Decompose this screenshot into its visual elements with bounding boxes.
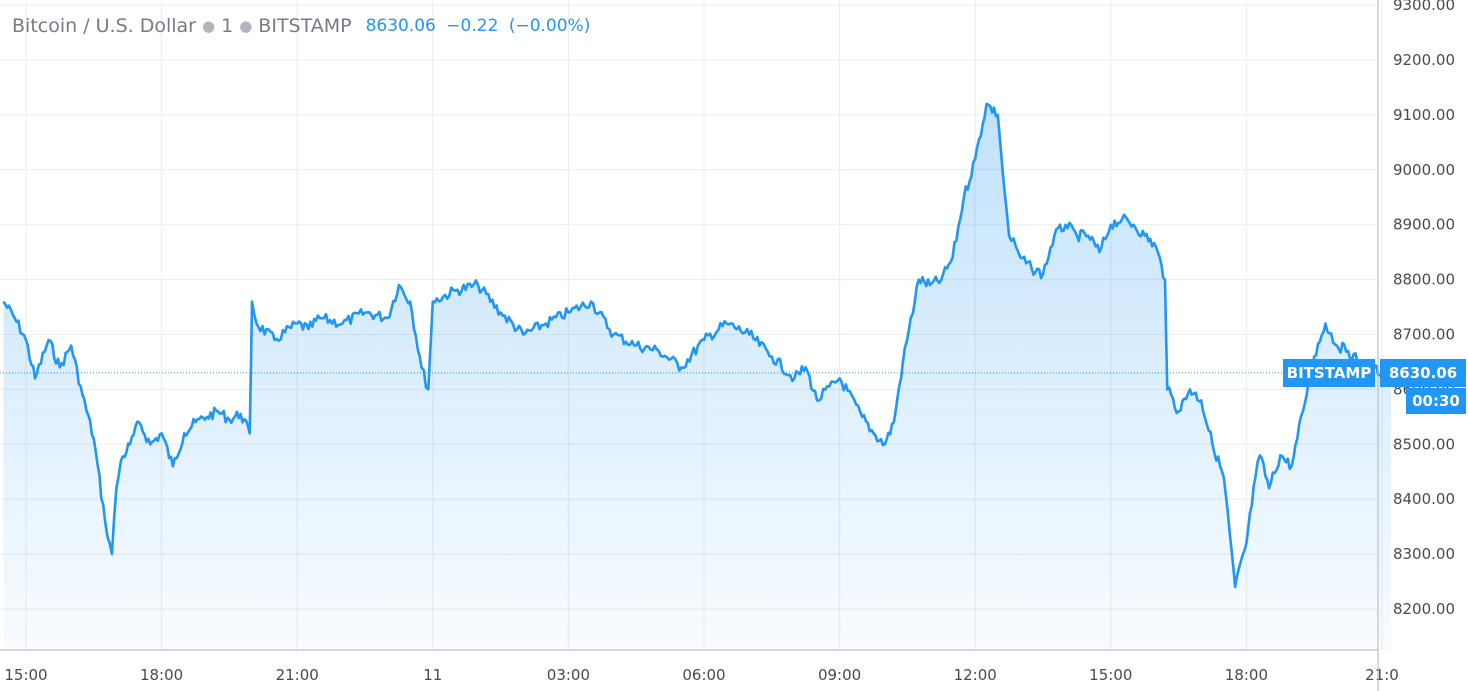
legend-last-price: 8630.06 (365, 16, 436, 36)
time-tick-label: 15:00 (1089, 666, 1132, 684)
price-tick-label: 8900.00 (1393, 216, 1455, 234)
price-tick-label: 9300.00 (1393, 0, 1455, 14)
price-tick-label: 9000.00 (1393, 161, 1455, 179)
price-area-fill (3, 103, 1391, 650)
time-tick-label: 03:00 (547, 666, 590, 684)
price-tick-label: 8300.00 (1393, 545, 1455, 563)
legend-separator-dot: ● (202, 17, 216, 35)
bar-countdown-badge: 00:30 (1406, 387, 1466, 414)
symbol-legend: Bitcoin / U.S. Dollar ● 1 ● BITSTAMP 863… (12, 13, 595, 39)
legend-symbol[interactable]: Bitcoin / U.S. Dollar (12, 15, 196, 37)
legend-values: 8630.06 −0.22 (−0.00%) (366, 16, 596, 36)
time-tick-label: 09:00 (818, 666, 861, 684)
price-tick-label: 8800.00 (1393, 271, 1455, 289)
time-tick-label: 18:00 (140, 666, 183, 684)
price-tick-label: 8400.00 (1393, 490, 1455, 508)
price-tick-label: 8200.00 (1393, 600, 1455, 618)
legend-interval[interactable]: 1 (221, 15, 234, 37)
time-tick-label: 18:00 (1225, 666, 1268, 684)
time-tick-label: 21:00 (276, 666, 319, 684)
price-tick-label: 9200.00 (1393, 51, 1455, 69)
legend-change-pct: (−0.00%) (508, 16, 591, 36)
time-tick-label: 12:00 (954, 666, 997, 684)
price-tick-label: 9100.00 (1393, 106, 1455, 124)
time-tick-label: 06:00 (682, 666, 725, 684)
legend-exchange[interactable]: BITSTAMP (258, 15, 352, 37)
time-tick-label: 15:00 (4, 666, 47, 684)
time-tick-label: 11 (423, 666, 442, 684)
legend-change: −0.22 (446, 16, 499, 36)
price-tick-label: 8500.00 (1393, 435, 1455, 453)
last-price-badge[interactable]: 8630.06 (1380, 358, 1466, 387)
price-series (0, 102, 1392, 650)
time-tick-label: 21:0 (1365, 666, 1399, 684)
price-line-label[interactable]: BITSTAMP (1283, 358, 1375, 387)
price-line (2, 102, 1392, 589)
legend-separator-dot: ● (239, 17, 253, 35)
price-tick-label: 8700.00 (1393, 326, 1455, 344)
